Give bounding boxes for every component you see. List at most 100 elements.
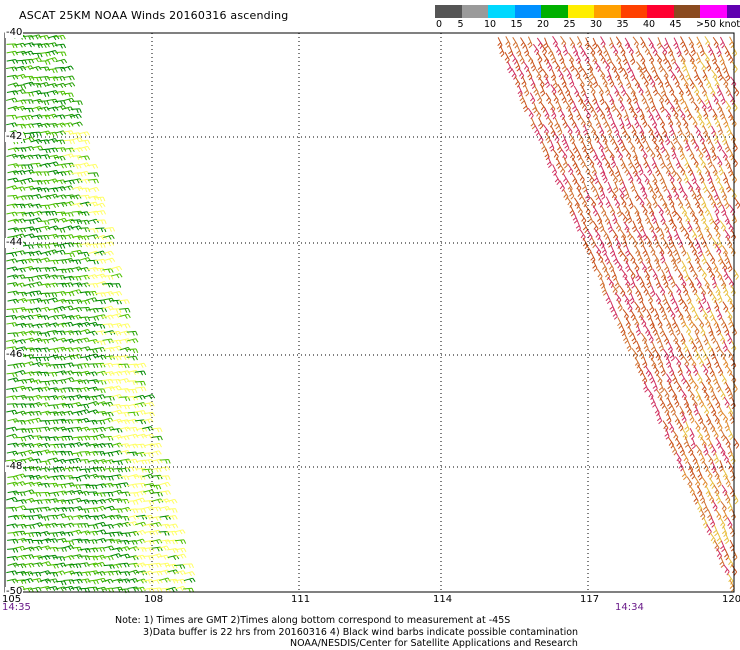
wind-barb (674, 76, 680, 88)
wind-barb (551, 107, 557, 120)
wind-barb (7, 82, 20, 88)
wind-barb (692, 379, 699, 392)
wind-barb (699, 492, 706, 504)
wind-barb (13, 186, 26, 192)
wind-barb (62, 185, 74, 191)
wind-barb (675, 380, 682, 393)
wind-barb (724, 45, 730, 58)
wind-barb (87, 316, 100, 321)
wind-barb (643, 173, 650, 185)
wind-barb (713, 540, 720, 552)
wind-barb (682, 341, 689, 353)
wind-barb (672, 107, 679, 119)
wind-barb (54, 155, 66, 161)
wind-barb (695, 52, 701, 64)
wind-barb (635, 269, 641, 282)
wind-barb (654, 308, 660, 321)
wind-barb (707, 341, 713, 353)
wind-barb (7, 218, 20, 224)
wind-barb (39, 578, 52, 584)
wind-barb (652, 84, 659, 96)
wind-barb (725, 69, 731, 82)
wind-barb (722, 468, 728, 481)
wind-barb (707, 100, 713, 112)
wind-barb (569, 204, 575, 217)
wind-barb (613, 181, 619, 194)
wind-barb (63, 252, 76, 258)
wind-barb (679, 405, 685, 418)
wind-barb (70, 476, 82, 482)
wind-barb (672, 372, 678, 385)
wind-barb (691, 397, 698, 409)
wind-barb (550, 51, 557, 64)
wind-barb (111, 460, 123, 466)
wind-barb (648, 221, 655, 233)
wind-barb (699, 325, 706, 337)
wind-barb (22, 515, 34, 521)
longitude-label: 111 (291, 594, 311, 605)
wind-barb (7, 105, 20, 112)
wind-barb (118, 388, 131, 393)
wind-barb (713, 428, 719, 440)
wind-barb (650, 61, 656, 73)
wind-barb (22, 386, 34, 392)
wind-barb (595, 117, 601, 129)
wind-barb (682, 300, 689, 312)
latitude-label: -50 (5, 586, 24, 597)
wind-barb (6, 496, 18, 502)
wind-barb (31, 145, 44, 151)
wind-barb (671, 147, 677, 160)
wind-barb (540, 43, 548, 56)
wind-barb (599, 52, 606, 64)
wind-barb (715, 284, 721, 296)
wind-barb (642, 372, 648, 385)
wind-barb (54, 228, 66, 233)
wind-barb (593, 172, 599, 185)
wind-barb (166, 563, 178, 569)
wind-barb (666, 301, 672, 313)
wind-barb (629, 85, 636, 97)
wind-barb (651, 116, 658, 129)
wind-barb (70, 276, 82, 281)
wind-barb (77, 379, 90, 385)
wind-barb (649, 244, 656, 256)
wind-barb (14, 481, 26, 487)
wind-barb (86, 499, 98, 505)
wind-barb (102, 555, 114, 561)
wind-barb (575, 52, 581, 65)
wind-barb (557, 83, 563, 96)
wind-barb (675, 157, 681, 169)
wind-barb (709, 365, 715, 378)
wind-barb (664, 133, 671, 146)
wind-barb (62, 242, 74, 248)
wind-barb (39, 60, 51, 65)
wind-barb (694, 348, 701, 361)
wind-barb (628, 197, 634, 210)
wind-barb (669, 124, 675, 137)
wind-barb (678, 181, 684, 194)
wind-barb (716, 140, 723, 152)
wind-barb (722, 509, 728, 522)
wind-barb (730, 229, 737, 241)
wind-barb (651, 44, 658, 57)
wind-barb (707, 509, 713, 521)
wind-barb (721, 133, 728, 146)
wind-barb (55, 163, 68, 169)
wind-barb (712, 373, 718, 385)
wind-barb (71, 210, 84, 216)
wind-barb (641, 131, 647, 144)
wind-barb (119, 307, 131, 313)
wind-barb (22, 538, 34, 544)
wind-barb (102, 524, 114, 529)
wind-barb (519, 52, 525, 65)
wind-barb (612, 308, 618, 320)
wind-barb (126, 338, 139, 344)
wind-barb (30, 531, 42, 537)
wind-barb (6, 578, 19, 584)
wind-barb (14, 84, 27, 90)
wind-barb (659, 101, 665, 113)
wind-barb (681, 260, 687, 272)
wind-barb (585, 243, 592, 256)
wind-barb (63, 377, 75, 383)
wind-barb (6, 50, 18, 56)
